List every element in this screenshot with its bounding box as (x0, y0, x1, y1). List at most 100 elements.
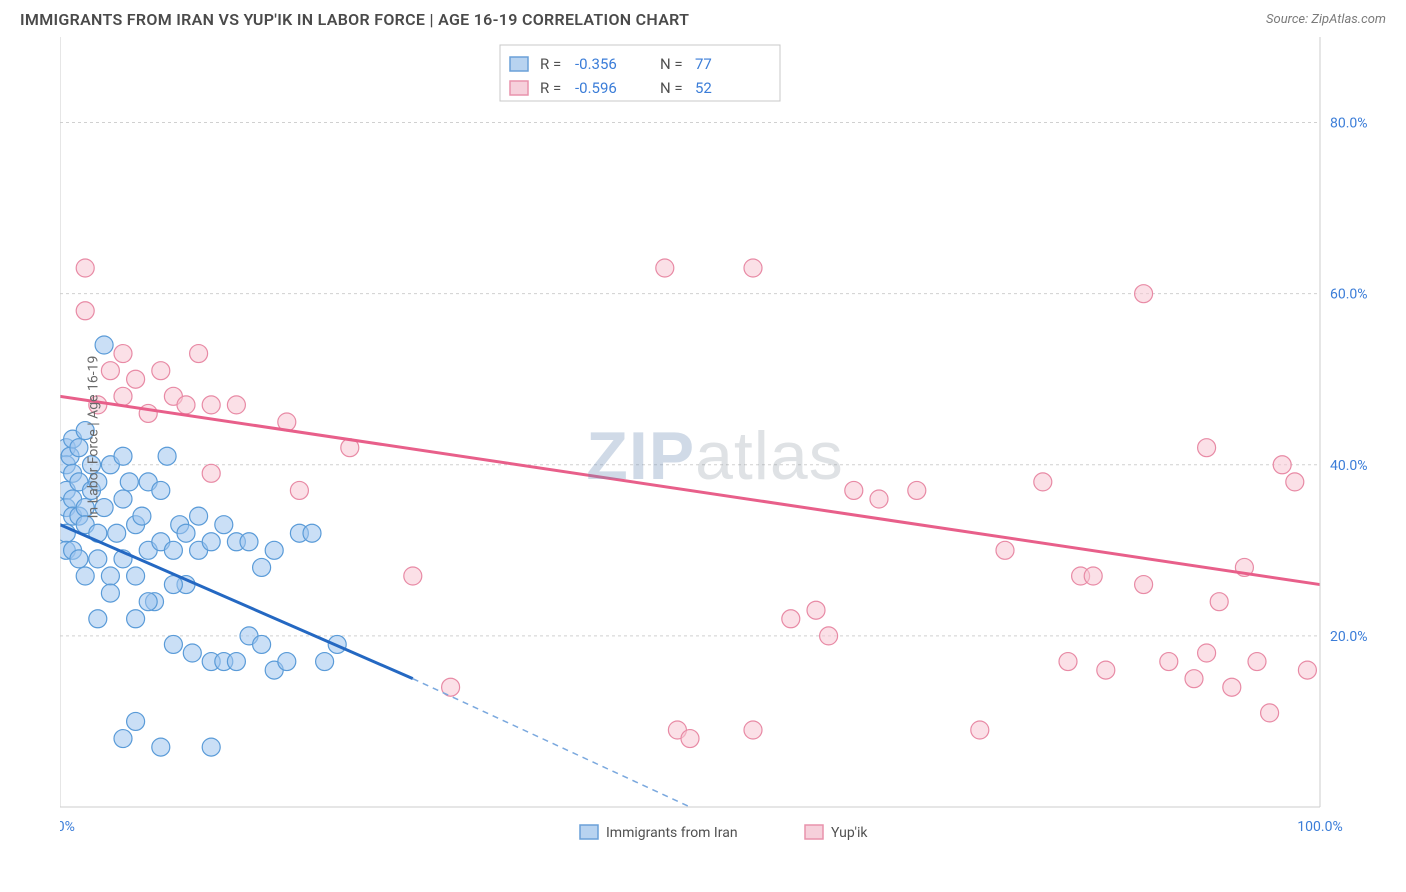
data-point (1286, 473, 1304, 491)
data-point (127, 567, 145, 585)
title-bar: IMMIGRANTS FROM IRAN VS YUP'IK IN LABOR … (0, 0, 1406, 37)
svg-text:52: 52 (695, 79, 712, 97)
data-point (89, 610, 107, 628)
source-attribution: Source: ZipAtlas.com (1266, 12, 1386, 27)
data-point (127, 610, 145, 628)
chart-container: In Labor Force | Age 16-19 ZIPatlas 20.0… (60, 37, 1370, 837)
data-point (158, 447, 176, 465)
data-point (290, 481, 308, 499)
data-point (1210, 593, 1228, 611)
y-tick-label: 20.0% (1330, 629, 1368, 645)
data-point (1198, 439, 1216, 457)
x-tick-label: 0.0% (60, 819, 75, 835)
data-point (253, 558, 271, 576)
data-point (164, 635, 182, 653)
data-point (202, 464, 220, 482)
data-point (782, 610, 800, 628)
data-point (253, 635, 271, 653)
data-point (1298, 661, 1316, 679)
data-point (164, 541, 182, 559)
data-point (316, 653, 334, 671)
data-point (120, 473, 138, 491)
data-point (152, 481, 170, 499)
data-point (152, 362, 170, 380)
y-axis-label: In Labor Force | Age 16-19 (85, 356, 101, 519)
y-tick-label: 60.0% (1330, 287, 1368, 303)
data-point (227, 653, 245, 671)
svg-text:N =: N = (660, 79, 683, 97)
data-point (76, 302, 94, 320)
data-point (1059, 653, 1077, 671)
data-point (114, 447, 132, 465)
data-point (1223, 678, 1241, 696)
chart-title: IMMIGRANTS FROM IRAN VS YUP'IK IN LABOR … (20, 10, 689, 29)
data-point (303, 524, 321, 542)
trend-line-pink (60, 396, 1320, 584)
data-point (202, 533, 220, 551)
svg-text:R =: R = (540, 55, 561, 73)
data-point (807, 601, 825, 619)
data-point (101, 362, 119, 380)
data-point (95, 336, 113, 354)
data-point (215, 516, 233, 534)
data-point (1097, 661, 1115, 679)
data-point (1198, 644, 1216, 662)
data-point (108, 524, 126, 542)
data-point (908, 481, 926, 499)
pink-swatch-icon (510, 81, 528, 95)
data-point (1084, 567, 1102, 585)
data-point (744, 259, 762, 277)
data-point (971, 721, 989, 739)
blue-swatch-icon (580, 825, 598, 839)
data-point (177, 396, 195, 414)
data-point (1248, 653, 1266, 671)
data-point (265, 541, 283, 559)
data-point (70, 550, 88, 568)
data-point (76, 259, 94, 277)
blue-swatch-icon (510, 57, 528, 71)
data-point (1160, 653, 1178, 671)
data-point (202, 396, 220, 414)
data-point (240, 533, 258, 551)
data-point (870, 490, 888, 508)
data-point (404, 567, 422, 585)
data-point (227, 396, 245, 414)
data-point (1135, 576, 1153, 594)
data-point (1135, 285, 1153, 303)
svg-text:R =: R = (540, 79, 561, 97)
data-point (190, 507, 208, 525)
data-point (114, 730, 132, 748)
data-point (656, 259, 674, 277)
legend-label: Immigrants from Iran (606, 825, 738, 841)
data-point (133, 507, 151, 525)
data-point (127, 712, 145, 730)
data-point (845, 481, 863, 499)
svg-text:N =: N = (660, 55, 683, 73)
data-point (114, 490, 132, 508)
data-point (89, 550, 107, 568)
data-point (681, 730, 699, 748)
data-point (1034, 473, 1052, 491)
data-point (114, 345, 132, 363)
svg-text:-0.356: -0.356 (575, 55, 617, 73)
data-point (996, 541, 1014, 559)
svg-text:-0.596: -0.596 (575, 79, 617, 97)
data-point (202, 738, 220, 756)
scatter-chart: 20.0% 40.0% 60.0% 80.0% 0.0% 100.0% R = -0.356 N… (60, 37, 1370, 857)
data-point (139, 593, 157, 611)
data-point (101, 567, 119, 585)
y-tick-label: 80.0% (1330, 116, 1368, 132)
data-point (127, 370, 145, 388)
pink-swatch-icon (805, 825, 823, 839)
data-point (177, 524, 195, 542)
data-point (1273, 456, 1291, 474)
data-point (101, 584, 119, 602)
data-point (820, 627, 838, 645)
data-point (278, 653, 296, 671)
x-tick-label: 100.0% (1297, 819, 1342, 835)
trend-line-blue-extrapolated (413, 679, 690, 807)
y-tick-label: 40.0% (1330, 458, 1368, 474)
data-point (190, 345, 208, 363)
data-point (744, 721, 762, 739)
svg-text:77: 77 (695, 55, 712, 73)
